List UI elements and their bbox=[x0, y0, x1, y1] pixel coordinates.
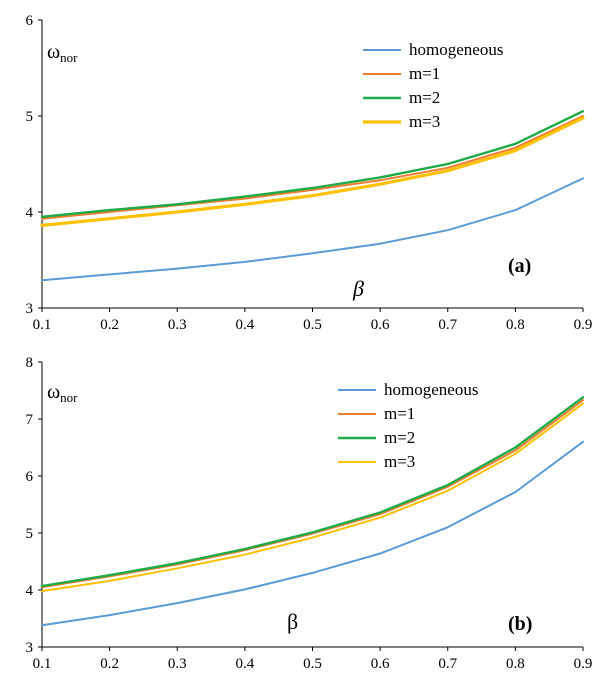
x-axis-label: β bbox=[287, 609, 298, 634]
legend-label: homogeneous bbox=[384, 380, 478, 399]
y-tick-label: 4 bbox=[26, 205, 34, 221]
y-axis-label-subscript: nor bbox=[60, 390, 78, 405]
x-axis-label: β bbox=[352, 276, 364, 301]
chart-panel-1: 3 4 5 6 0.1 0.2 0.3 0.4 0.5 0.6 0.7 0.8 0.9 homogeneo… bbox=[26, 13, 593, 333]
legend-label: homogeneous bbox=[409, 40, 503, 59]
legend-label: m=3 bbox=[409, 112, 440, 131]
y-axis-label-main: ω bbox=[47, 381, 60, 403]
x-tick-label: 0.7 bbox=[438, 656, 457, 672]
x-tick-label: 0.2 bbox=[100, 656, 119, 672]
series-line-m=1 bbox=[41, 115, 584, 220]
y-axis-label: ωnor bbox=[47, 381, 78, 405]
x-tick-label: 0.3 bbox=[168, 317, 187, 333]
legend-label: m=2 bbox=[409, 88, 440, 107]
y-tick-label: 3 bbox=[26, 640, 34, 656]
series-line-homogeneous bbox=[41, 177, 584, 282]
y-tick-label: 5 bbox=[26, 526, 34, 542]
x-tick-label: 0.3 bbox=[168, 656, 187, 672]
y-tick-label: 6 bbox=[26, 469, 34, 485]
legend-label: m=2 bbox=[384, 428, 415, 447]
x-tick-label: 0.6 bbox=[371, 656, 390, 672]
y-tick-label: 7 bbox=[26, 412, 34, 428]
x-tick-label: 0.7 bbox=[438, 317, 457, 333]
series-line-m=3 bbox=[41, 402, 584, 593]
legend-label: m=3 bbox=[384, 452, 415, 471]
x-tick-label: 0.2 bbox=[100, 317, 119, 333]
y-axis-label-subscript: nor bbox=[60, 50, 78, 65]
x-tick-label: 0.8 bbox=[506, 317, 525, 333]
x-tick-label: 0.1 bbox=[33, 317, 52, 333]
y-tick-label: 8 bbox=[26, 355, 34, 371]
y-tick-label: 6 bbox=[26, 13, 34, 29]
legend-label: m=1 bbox=[409, 64, 440, 83]
x-tick-label: 0.9 bbox=[574, 656, 593, 672]
x-tick-label: 0.4 bbox=[236, 656, 255, 672]
chart-panel-2: 3 4 5 6 7 8 0.1 0.2 0.3 0.4 0.5 0.6 0.7 0.8 0.9 homogen… bbox=[26, 355, 593, 672]
x-tick-label: 0.4 bbox=[236, 317, 255, 333]
x-tick-label: 0.6 bbox=[371, 317, 390, 333]
x-tick-label: 0.5 bbox=[303, 317, 322, 333]
x-tick-label: 0.5 bbox=[303, 656, 322, 672]
y-tick-label: 5 bbox=[26, 109, 34, 125]
x-tick-label: 0.8 bbox=[506, 656, 525, 672]
legend: homogeneous m=1 m=2 m=3 bbox=[338, 380, 478, 471]
y-tick-label: 3 bbox=[26, 301, 34, 317]
y-axis-label: ωnor bbox=[47, 41, 78, 65]
panel-label: (a) bbox=[508, 255, 531, 277]
x-tick-label: 0.1 bbox=[33, 656, 52, 672]
series-line-m=2 bbox=[40, 396, 585, 588]
series-line-m=3 bbox=[40, 116, 585, 227]
y-tick-label: 4 bbox=[26, 583, 34, 599]
series-line-homogeneous bbox=[41, 440, 584, 627]
panel-label: (b) bbox=[508, 613, 532, 635]
series-line-m=2 bbox=[40, 109, 585, 219]
series-line-m=1 bbox=[41, 399, 584, 589]
legend-label: m=1 bbox=[384, 404, 415, 423]
legend: homogeneous m=1 m=2 m=3 bbox=[363, 40, 503, 131]
x-tick-label: 0.9 bbox=[574, 317, 593, 333]
y-axis-label-main: ω bbox=[47, 41, 60, 63]
